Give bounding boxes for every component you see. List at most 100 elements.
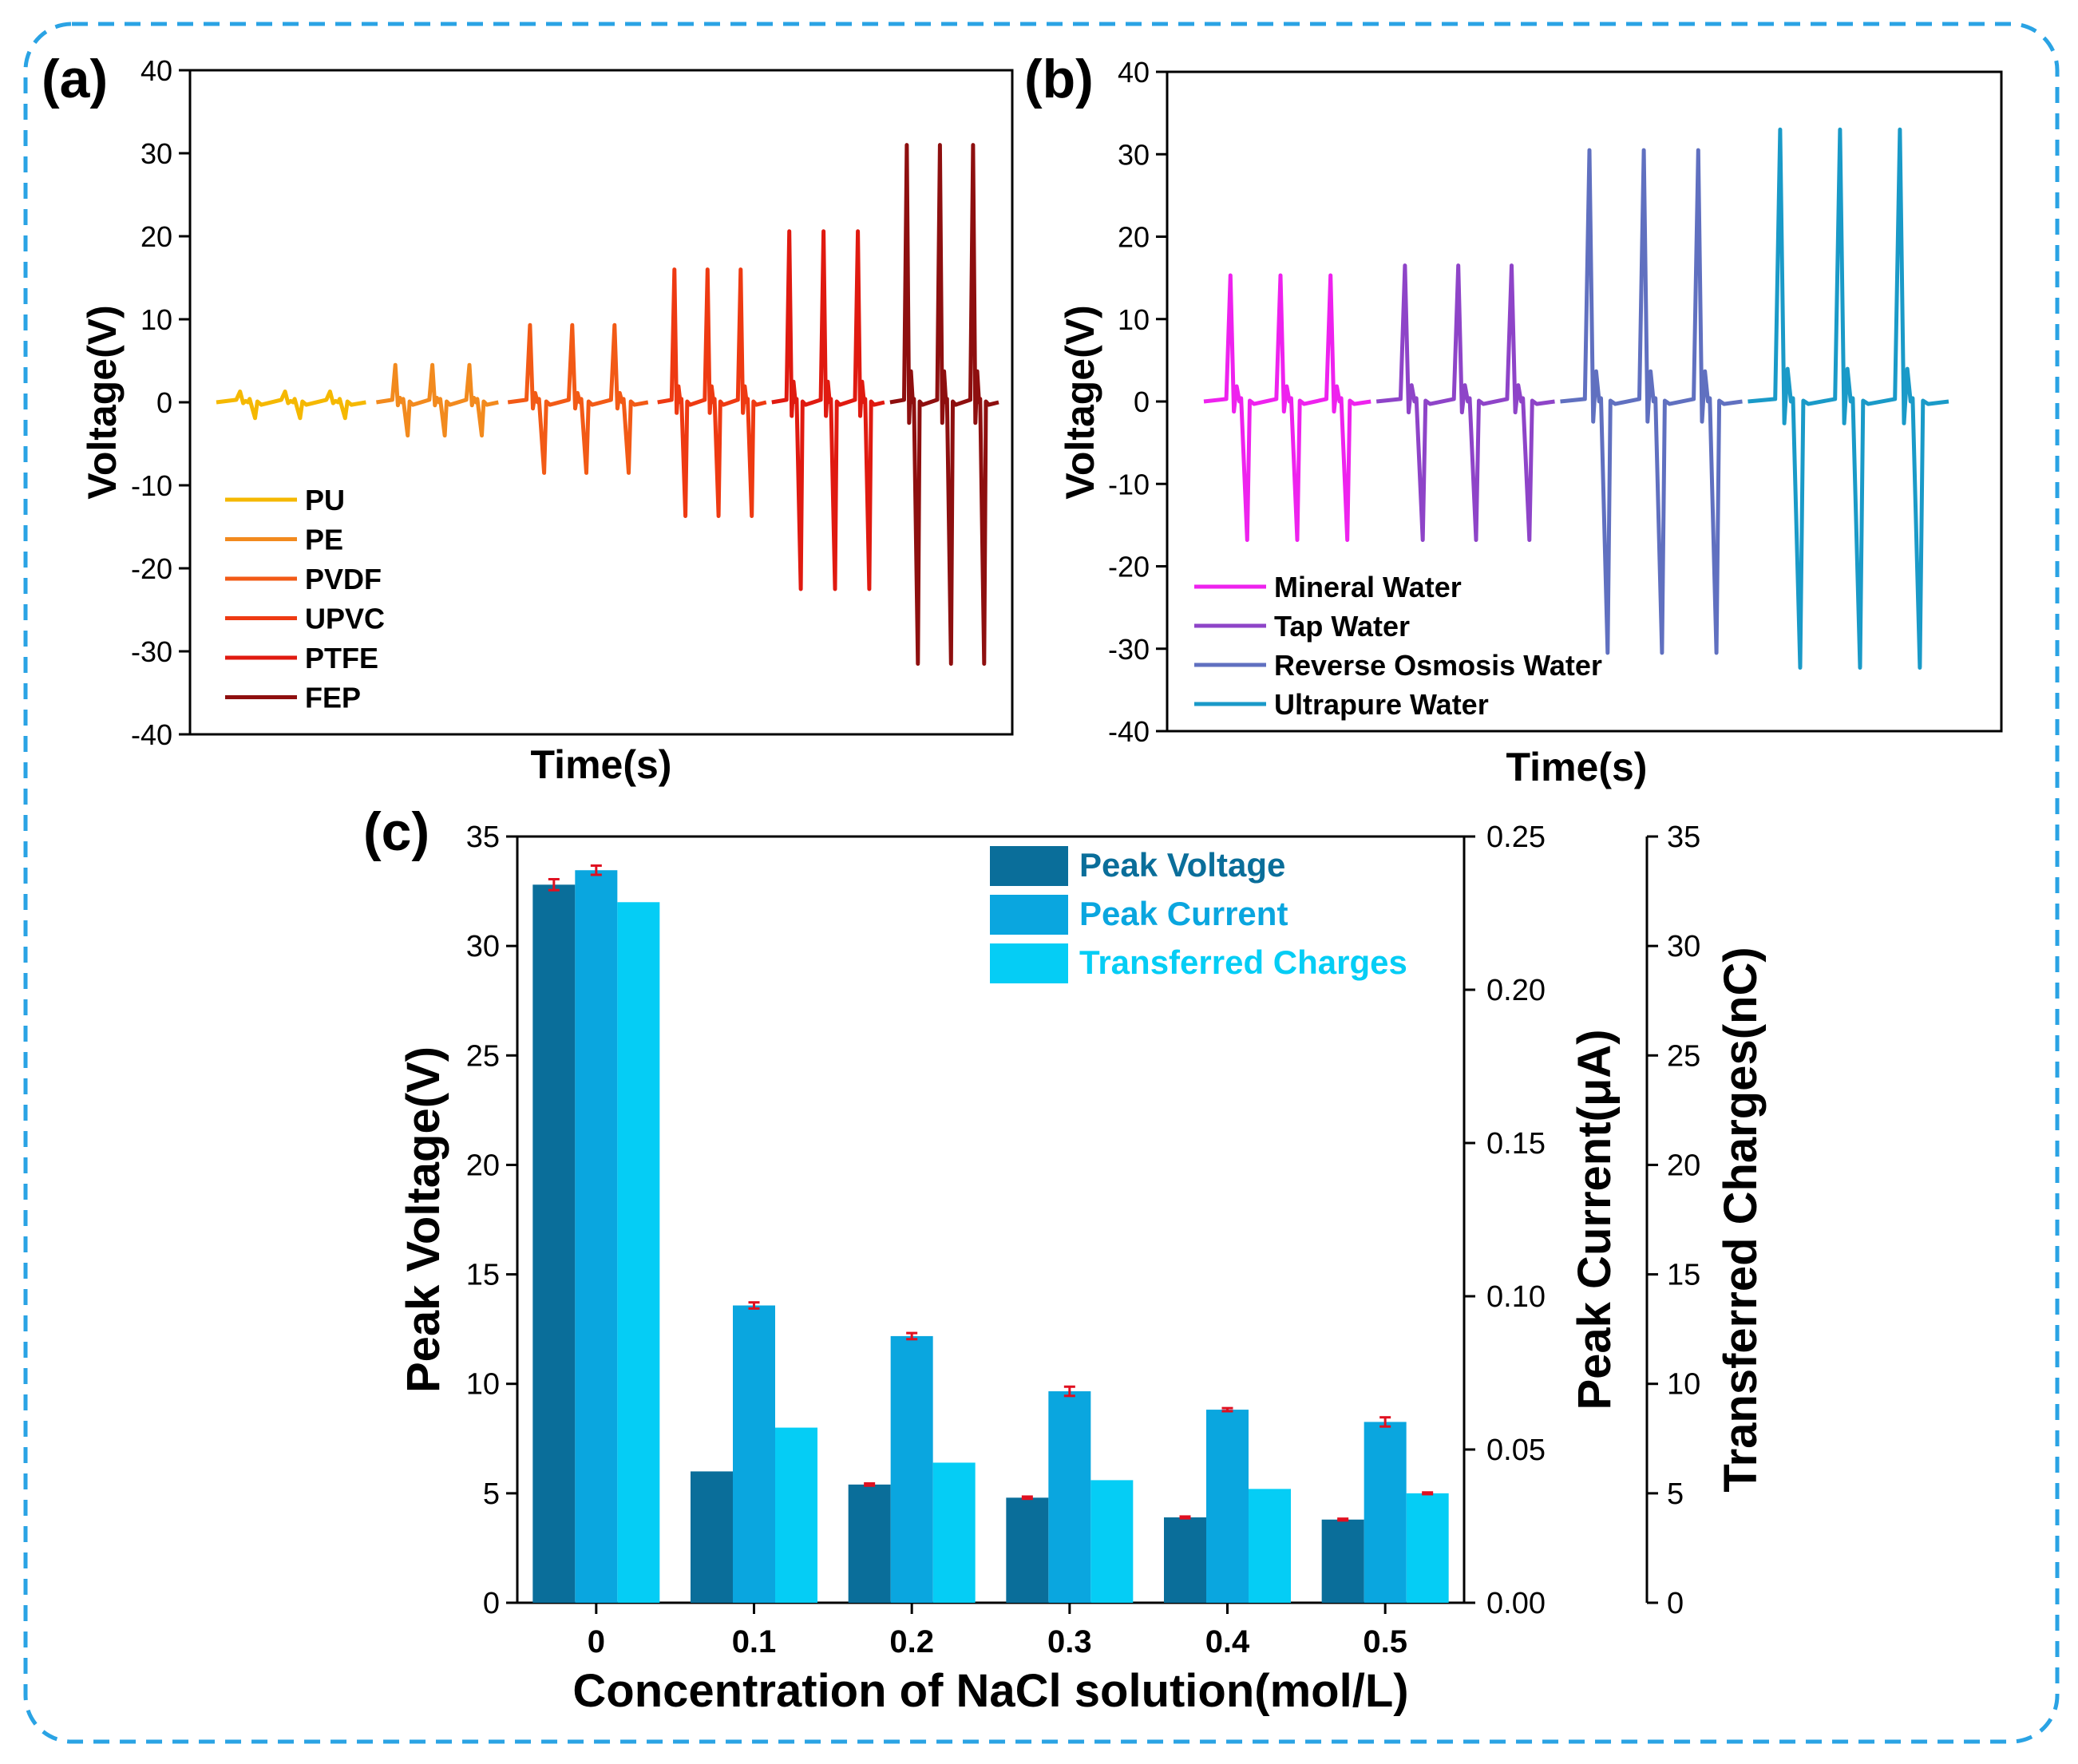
chart-c-bar-3-4	[1249, 1489, 1291, 1603]
figure-frame	[23, 22, 2060, 1744]
chart-b-series-2	[1375, 263, 1555, 542]
chart-c-right1-tick-label-4: 0.20	[1486, 974, 1546, 1007]
chart-b-ytick-label-8: 40	[1118, 56, 1150, 89]
chart-c-right1-tick-label-5: 0.25	[1486, 821, 1546, 854]
chart-c-xlabel: Concentration of NaCl solution(mol/L)	[572, 1665, 1408, 1717]
chart-a-ytick-label-3: -10	[131, 469, 172, 502]
chart-c-legend-swatch-2	[990, 895, 1068, 935]
chart-a-legend-label-2: PE	[305, 524, 343, 556]
chart-c-right1-tick-label-2: 0.10	[1486, 1280, 1546, 1314]
chart-c-ylabel-left: Peak Voltage(V)	[398, 1046, 449, 1393]
chart-c-left-tick-label-3: 15	[466, 1259, 500, 1292]
chart-c-left-tick-label-6: 30	[466, 930, 500, 963]
chart-c-right-axis-charge: 0 5 10 15 20 25 30 35	[1645, 821, 1700, 1620]
chart-b-series-3	[1560, 148, 1743, 655]
chart-a-series-5	[771, 229, 885, 591]
chart-c-bar-3-5	[1406, 1493, 1449, 1603]
chart-c-right2-tick-label-0: 0	[1667, 1587, 1684, 1620]
chart-b-ytick-label-4: 0	[1134, 386, 1150, 418]
chart-a-ytick-label-7: 30	[141, 137, 172, 170]
chart-a-legend-label-6: FEP	[305, 682, 361, 714]
panel-label-b: (b)	[1024, 49, 1094, 109]
chart-c-legend: Peak Voltage Peak Current Transferred Char…	[990, 846, 1407, 983]
chart-c-bar-3-0	[617, 902, 660, 1603]
chart-c-left-tick-label-1: 5	[483, 1477, 500, 1511]
chart-a-ytick-label-1: -30	[131, 635, 172, 668]
chart-c-left-tick-label-5: 25	[466, 1039, 500, 1073]
chart-b-ytick-label-5: 10	[1118, 303, 1150, 336]
chart-c-left-tick-label-7: 35	[466, 821, 500, 854]
chart-c-right2-tick-label-3: 15	[1667, 1259, 1700, 1292]
chart-c-right2-tick-label-6: 30	[1667, 930, 1700, 963]
chart-c-right1-tick-label-0: 0.00	[1486, 1587, 1546, 1620]
chart-a-series-6	[889, 143, 999, 666]
chart-a-ytick-label-2: -20	[131, 552, 172, 585]
chart-c-plot-frame	[516, 835, 1466, 1604]
chart-c-bar-2-3	[1048, 1391, 1091, 1603]
chart-b-series-4	[1747, 127, 1949, 670]
chart-b-legend-label-2: Tap Water	[1274, 610, 1410, 643]
chart-c-bar-1-2	[848, 1484, 891, 1603]
chart-a: -40 -30 -20 -10 0 10 20 30 40 PU PE PVDF UPVC PTFE FE…	[80, 54, 1014, 787]
chart-a-series-1	[216, 390, 366, 421]
chart-c-legend-label-2: Peak Current	[1079, 895, 1288, 932]
chart-c-right2-tick-label-5: 25	[1667, 1039, 1700, 1073]
chart-a-ytick-label-8: 40	[141, 54, 172, 87]
chart-c-right2-tick-label-4: 20	[1667, 1149, 1700, 1182]
chart-c-bar-3-3	[1090, 1480, 1134, 1603]
chart-a-ytick-label-4: 0	[156, 386, 172, 419]
chart-a-legend-label-1: PU	[305, 484, 345, 516]
chart-c-left-tick-label-2: 10	[466, 1368, 500, 1402]
chart-c-error-bars	[548, 864, 1434, 1522]
chart-b-ylabel: Voltage(V)	[1058, 305, 1102, 500]
chart-c-xtick-label-0: 0	[588, 1624, 605, 1659]
chart-b-series-1	[1203, 273, 1371, 542]
panel-label-c: (c)	[363, 801, 429, 862]
chart-c-bar-2-0	[575, 870, 618, 1603]
chart-b-ytick-label-0: -40	[1108, 715, 1150, 748]
chart-c-legend-swatch-1	[990, 846, 1068, 886]
chart-c-xtick-label-2: 0.2	[889, 1624, 934, 1659]
chart-a-series-3	[507, 322, 649, 475]
chart-c-bar-2-5	[1364, 1422, 1407, 1603]
chart-a-series-4	[657, 267, 767, 518]
chart-a-series-2	[376, 362, 499, 438]
chart-c-left-tick-label-4: 20	[466, 1149, 500, 1182]
chart-c-left-axis: 0 5 10 15 20 25 30 35	[466, 821, 517, 1620]
chart-b-y-ticks: -40 -30 -20 -10 0 10 20 30 40	[1108, 56, 1167, 748]
chart-b-legend-label-3: Reverse Osmosis Water	[1274, 649, 1602, 682]
chart-c-xtick-label-4: 0.4	[1205, 1624, 1250, 1659]
chart-b-legend-label-1: Mineral Water	[1274, 571, 1462, 603]
chart-c-xtick-label-5: 0.5	[1363, 1624, 1407, 1659]
chart-c-bar-2-1	[733, 1305, 775, 1603]
chart-c-legend-swatch-3	[990, 943, 1068, 983]
chart-c-bar-2-4	[1206, 1410, 1249, 1603]
chart-a-legend: PU PE PVDF UPVC PTFE FEP	[225, 484, 385, 714]
chart-c-bar-1-1	[691, 1471, 733, 1603]
chart-c-legend-label-1: Peak Voltage	[1079, 846, 1285, 884]
chart-b-legend-label-4: Ultrapure Water	[1274, 688, 1489, 721]
chart-b-ytick-label-7: 30	[1118, 138, 1150, 171]
chart-a-ylabel: Voltage(V)	[80, 305, 125, 500]
chart-c-right2-tick-label-7: 35	[1667, 821, 1700, 854]
chart-b: -40 -30 -20 -10 0 10 20 30 40 Mineral Water Tap W…	[1058, 56, 2003, 789]
chart-c-bar-1-5	[1321, 1519, 1364, 1603]
chart-a-ytick-label-6: 20	[141, 220, 172, 253]
chart-c-xtick-label-3: 0.3	[1047, 1624, 1092, 1659]
chart-b-lines	[1203, 127, 1949, 670]
chart-b-xlabel: Time(s)	[1506, 745, 1648, 789]
chart-c-ylabel-current: Peak Current(μA)	[1569, 1029, 1621, 1410]
chart-b-legend: Mineral Water Tap Water Reverse Osmosis Wa…	[1194, 571, 1602, 721]
chart-a-legend-label-3: PVDF	[305, 563, 382, 595]
chart-c-right2-tick-label-1: 5	[1667, 1477, 1684, 1511]
chart-c-bar-3-2	[932, 1462, 976, 1603]
chart-a-lines	[216, 143, 999, 666]
chart-a-legend-label-4: UPVC	[305, 603, 385, 635]
chart-c-right1-tick-label-1: 0.05	[1486, 1434, 1546, 1467]
chart-c-bar-1-0	[532, 884, 576, 1603]
chart-c-right-axis-current: 0.00 0.05 0.10 0.15 0.20 0.25	[1464, 821, 1546, 1620]
chart-c-bar-2-2	[890, 1335, 933, 1603]
chart-b-ytick-label-2: -20	[1108, 551, 1150, 583]
